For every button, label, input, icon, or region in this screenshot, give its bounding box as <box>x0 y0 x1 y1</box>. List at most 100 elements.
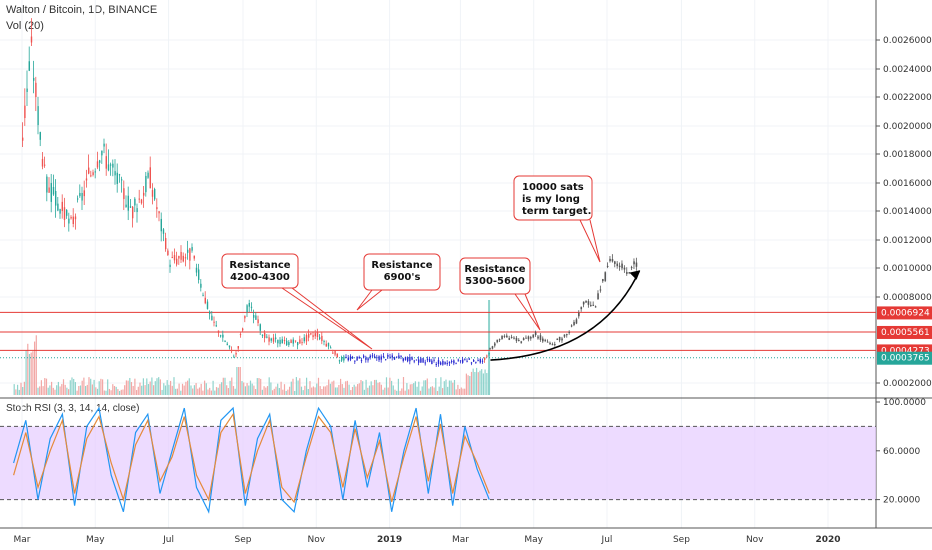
volume-bar <box>90 378 92 395</box>
volume-bar <box>292 378 294 395</box>
volume-bar <box>314 387 316 395</box>
volume-bar <box>387 387 389 395</box>
projection-body <box>532 334 535 338</box>
callout-text: Resistance <box>371 260 432 271</box>
volume-bar <box>154 381 156 395</box>
volume-bar <box>57 381 59 395</box>
x-tick-label: Mar <box>14 535 31 545</box>
volume-bar <box>122 389 124 395</box>
candle-body <box>466 360 468 362</box>
candle-body <box>127 195 129 211</box>
candle-body <box>418 359 420 363</box>
candle-body <box>101 150 103 156</box>
volume-bar <box>351 387 354 395</box>
candle-body <box>103 143 105 147</box>
callout-box <box>221 253 299 289</box>
volume-bar <box>455 389 457 395</box>
volume-bar <box>426 378 428 395</box>
volume-bar <box>27 343 29 395</box>
volume-bar <box>275 386 277 395</box>
price-tag-label: 0.0005561 <box>881 328 930 338</box>
volume-bar <box>146 378 148 395</box>
projection-body <box>520 341 523 343</box>
candle-body <box>118 174 121 176</box>
projection-body <box>542 338 544 342</box>
candle-body <box>378 356 380 361</box>
rsi-y-tick-label: 60.0000 <box>883 447 920 457</box>
candle-body <box>393 357 396 360</box>
volume-bar <box>363 389 365 395</box>
candle-body <box>237 346 239 349</box>
volume-bar <box>40 380 42 395</box>
volume-bar <box>260 378 262 395</box>
candle-body <box>41 158 44 167</box>
candle-body <box>248 303 250 307</box>
candle-body <box>77 198 79 200</box>
volume-bar <box>441 388 444 395</box>
candle-body <box>371 355 374 357</box>
candle-body <box>448 361 451 364</box>
candle-body <box>341 357 343 361</box>
projection-body <box>573 321 575 326</box>
candle-body <box>435 363 437 365</box>
projection-body <box>525 337 527 339</box>
candle-body <box>85 178 88 181</box>
volume-bar <box>294 390 296 395</box>
candle-body <box>116 172 118 184</box>
candle-body <box>165 237 167 250</box>
candle-body <box>376 357 378 359</box>
projection-body <box>618 265 621 268</box>
candle-body <box>382 356 385 358</box>
projection-body <box>626 272 628 274</box>
candle-body <box>356 356 358 361</box>
callout-text: Resistance <box>464 264 525 275</box>
volume-bar <box>339 378 342 395</box>
projection-body <box>592 304 595 306</box>
candle-body <box>459 360 462 362</box>
volume-bar <box>477 372 479 395</box>
volume-bar <box>479 370 481 395</box>
volume-bar <box>227 388 229 395</box>
volume-bar <box>283 384 286 395</box>
y-tick-label: 0.0016000 <box>883 179 932 189</box>
candle-body <box>213 321 215 323</box>
volume-bar <box>307 388 309 395</box>
candle-body <box>303 337 305 342</box>
volume-bar <box>384 387 386 395</box>
candle-body <box>431 360 433 365</box>
volume-bar <box>321 388 323 395</box>
volume-bar <box>331 381 333 395</box>
projection-body <box>513 337 515 339</box>
y-tick-label: 0.0010000 <box>883 264 932 274</box>
volume-bar <box>300 386 303 395</box>
volume-bar <box>84 385 87 395</box>
volume-bar <box>377 382 379 395</box>
volume-bar <box>217 387 219 395</box>
y-tick-label: 0.0026000 <box>883 36 932 46</box>
candle-body <box>323 341 325 343</box>
candle-body <box>411 357 413 360</box>
volume-bar <box>273 388 275 395</box>
projection-body <box>566 334 568 336</box>
volume-bar <box>183 385 185 395</box>
volume-bar <box>112 384 114 395</box>
volume-bar <box>118 390 121 395</box>
rsi-y-tick-label: 20.0000 <box>883 496 920 506</box>
candle-body <box>347 357 349 361</box>
candle-body <box>385 359 387 361</box>
volume-bar <box>265 387 267 395</box>
volume-bar <box>362 381 364 395</box>
volume-bar <box>453 379 456 395</box>
volume-bar <box>224 377 226 395</box>
volume-bar <box>209 387 211 395</box>
candle-body <box>129 206 132 208</box>
volume-bar <box>168 384 170 395</box>
volume-bar <box>237 367 240 395</box>
projection-body <box>587 301 590 305</box>
volume-bar <box>130 382 133 395</box>
candle-body <box>312 335 314 338</box>
callout-text: term target. <box>522 206 591 217</box>
volume-bar <box>93 379 95 395</box>
